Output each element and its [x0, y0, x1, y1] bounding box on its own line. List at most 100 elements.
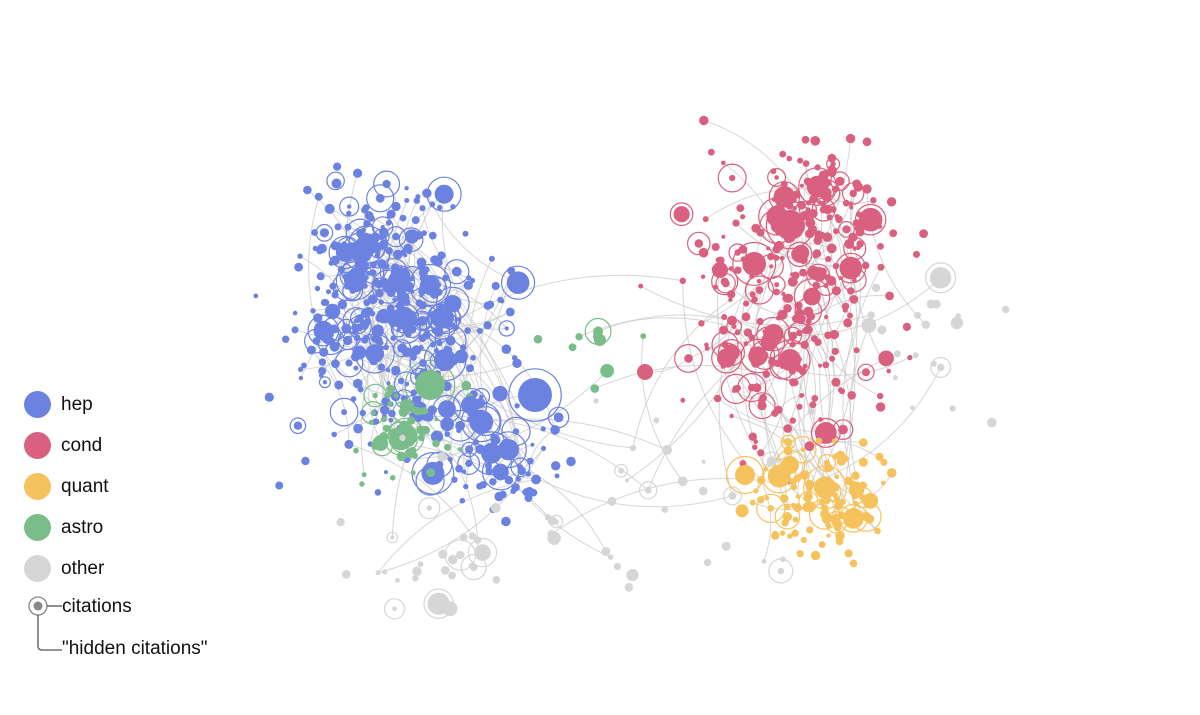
network-node-cond — [789, 417, 796, 424]
network-node-hep — [437, 251, 446, 260]
network-node-astro — [386, 384, 396, 394]
network-node-cond — [749, 291, 756, 298]
network-node-quant — [880, 458, 888, 466]
network-node-hep — [336, 242, 342, 248]
network-node-quant — [818, 499, 826, 506]
network-node-hep — [455, 317, 460, 322]
network-node-cond — [743, 341, 749, 347]
network-node-cond — [833, 228, 839, 235]
network-node-hep — [451, 476, 458, 483]
network-node-other — [698, 486, 708, 496]
network-node-cond — [845, 133, 856, 144]
network-edge — [320, 239, 412, 277]
citation-ring — [748, 392, 776, 420]
network-node-cond — [707, 148, 715, 156]
network-node-hep — [365, 344, 385, 363]
network-node-other — [375, 570, 381, 576]
network-node-hep — [382, 179, 391, 189]
network-node-hep — [436, 327, 441, 333]
network-node-cond — [796, 329, 803, 337]
network-node-cond — [831, 286, 842, 296]
network-node-cond — [782, 294, 791, 303]
network-node-other — [544, 513, 552, 521]
network-node-astro — [372, 439, 378, 445]
network-node-other — [547, 530, 556, 539]
network-node-quant — [834, 452, 840, 459]
network-node-hep — [419, 359, 427, 367]
network-node-quant — [779, 494, 789, 503]
network-node-other — [607, 554, 614, 560]
network-node-hep — [478, 412, 487, 421]
network-node-hep — [551, 461, 561, 471]
network-node-quant — [818, 541, 826, 548]
network-node-cond — [757, 449, 765, 457]
network-node-astro — [575, 333, 583, 341]
network-node-cond — [810, 136, 821, 146]
network-node-cond — [773, 288, 780, 296]
network-node-astro — [368, 419, 374, 425]
citation-ring — [930, 356, 952, 378]
network-node-quant — [810, 550, 821, 561]
network-edge — [682, 280, 762, 481]
network-node-quant — [787, 533, 793, 539]
network-node-hep — [444, 322, 452, 329]
network-node-other — [625, 478, 629, 483]
other-color-swatch — [24, 555, 51, 582]
network-node-cond — [843, 318, 853, 328]
network-node-hep — [404, 198, 410, 203]
network-node-astro — [533, 334, 543, 344]
citation-ring — [444, 259, 470, 285]
legend-label-quant: quant — [61, 475, 109, 497]
network-node-hep — [331, 178, 342, 189]
network-node-hep — [433, 257, 443, 267]
network-node-cond — [728, 266, 734, 271]
network-node-hep — [506, 271, 530, 295]
citation-ring — [744, 275, 775, 305]
network-node-hep — [282, 335, 290, 343]
citation-ring — [508, 368, 562, 422]
network-node-cond — [862, 137, 872, 147]
network-node-cond — [711, 243, 720, 251]
network-node-cond — [829, 329, 839, 340]
network-node-quant — [784, 504, 791, 511]
network-edge — [527, 473, 733, 508]
network-node-other — [382, 569, 388, 575]
network-node-other — [892, 375, 898, 381]
network-node-other — [950, 316, 964, 330]
network-node-cond — [852, 246, 857, 251]
network-node-other — [653, 417, 660, 424]
network-node-hep — [463, 280, 473, 290]
network-node-hep — [377, 363, 386, 371]
network-node-other — [474, 544, 491, 561]
network-node-astro — [417, 434, 425, 442]
network-node-hep — [401, 347, 412, 358]
network-node-cond — [849, 295, 859, 304]
network-node-cond — [826, 214, 833, 221]
network-node-astro — [413, 407, 422, 416]
network-node-hep — [343, 335, 353, 346]
network-node-quant — [779, 530, 786, 536]
network-node-hep — [419, 205, 426, 212]
citation-ring — [669, 202, 694, 227]
network-node-quant — [771, 531, 780, 540]
network-node-cond — [740, 214, 746, 220]
citation-ring — [725, 455, 765, 495]
network-node-hep — [524, 494, 533, 502]
network-node-quant — [887, 468, 897, 478]
network-node-cond — [799, 393, 805, 398]
network-node-cond — [699, 115, 709, 126]
network-node-cond — [790, 272, 794, 277]
network-node-cond — [814, 230, 823, 239]
network-node-cond — [809, 401, 817, 409]
network-node-quant — [841, 455, 849, 463]
network-edge — [831, 334, 843, 392]
citation-ring — [386, 531, 399, 544]
network-node-hep — [430, 312, 436, 318]
network-node-quant — [820, 504, 827, 511]
network-node-cond — [852, 219, 861, 227]
network-node-cond — [704, 342, 709, 348]
network-node-hep — [391, 201, 401, 212]
network-node-hep — [319, 347, 329, 357]
network-node-hep — [350, 272, 357, 279]
network-node-astro — [393, 393, 399, 399]
